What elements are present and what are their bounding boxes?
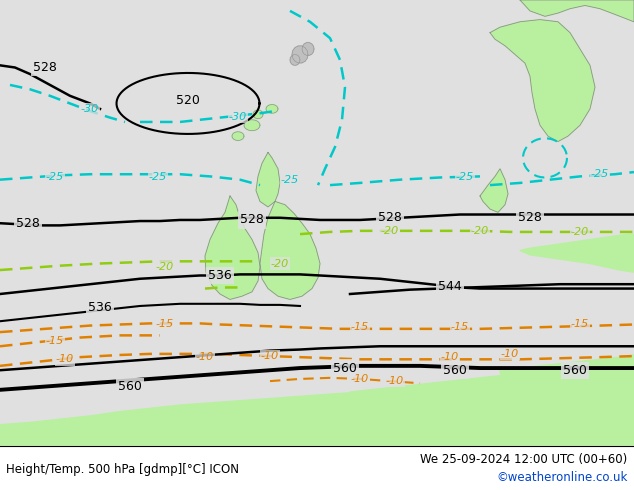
Polygon shape [302, 43, 314, 55]
Text: 560: 560 [443, 364, 467, 377]
Polygon shape [266, 104, 278, 113]
Text: 544: 544 [438, 280, 462, 293]
Polygon shape [292, 46, 308, 63]
Text: -25: -25 [281, 174, 299, 185]
Text: -20: -20 [156, 262, 174, 272]
Text: -25: -25 [456, 172, 474, 182]
Text: -10: -10 [351, 374, 369, 384]
Polygon shape [480, 169, 508, 212]
Text: 560: 560 [563, 364, 587, 377]
Text: -25: -25 [591, 169, 609, 179]
Text: 536: 536 [88, 300, 112, 314]
Text: -15: -15 [351, 321, 369, 332]
Text: -30: -30 [229, 112, 247, 122]
Polygon shape [253, 110, 263, 119]
Text: -20: -20 [271, 259, 289, 269]
Text: -15: -15 [156, 319, 174, 329]
Polygon shape [490, 20, 595, 142]
Polygon shape [205, 196, 260, 299]
Polygon shape [520, 0, 634, 22]
Text: -20: -20 [571, 227, 589, 237]
Text: -25: -25 [46, 172, 64, 182]
Text: -15: -15 [571, 319, 589, 329]
Text: Height/Temp. 500 hPa [gdmp][°C] ICON: Height/Temp. 500 hPa [gdmp][°C] ICON [6, 463, 240, 476]
Text: -20: -20 [381, 226, 399, 236]
Text: -10: -10 [441, 352, 459, 362]
Polygon shape [350, 362, 634, 490]
Text: 536: 536 [208, 269, 232, 282]
Text: -30: -30 [81, 104, 99, 114]
Text: 520: 520 [176, 94, 200, 107]
Polygon shape [290, 54, 300, 65]
Text: 528: 528 [518, 211, 542, 224]
Text: 528: 528 [33, 61, 57, 74]
Text: -25: -25 [149, 172, 167, 182]
Text: -10: -10 [386, 376, 404, 386]
Text: ©weatheronline.co.uk: ©weatheronline.co.uk [496, 471, 628, 484]
Polygon shape [244, 120, 260, 131]
Polygon shape [520, 234, 634, 272]
Text: 528: 528 [378, 211, 402, 224]
Text: -10: -10 [261, 351, 279, 361]
Polygon shape [260, 201, 320, 299]
Polygon shape [500, 355, 634, 490]
Text: -20: -20 [471, 226, 489, 236]
Polygon shape [232, 132, 244, 141]
Polygon shape [0, 370, 634, 490]
Text: -10: -10 [56, 354, 74, 365]
Text: 528: 528 [240, 214, 264, 226]
Text: We 25-09-2024 12:00 UTC (00+60): We 25-09-2024 12:00 UTC (00+60) [420, 453, 628, 466]
Text: -10: -10 [501, 349, 519, 359]
Bar [0, 446, 634, 490]
Text: -15: -15 [46, 336, 64, 346]
Text: 528: 528 [16, 217, 40, 230]
Text: -15: -15 [451, 321, 469, 332]
Text: 560: 560 [333, 362, 357, 374]
Text: -10: -10 [196, 352, 214, 362]
Polygon shape [256, 152, 280, 207]
Text: 560: 560 [118, 380, 142, 393]
